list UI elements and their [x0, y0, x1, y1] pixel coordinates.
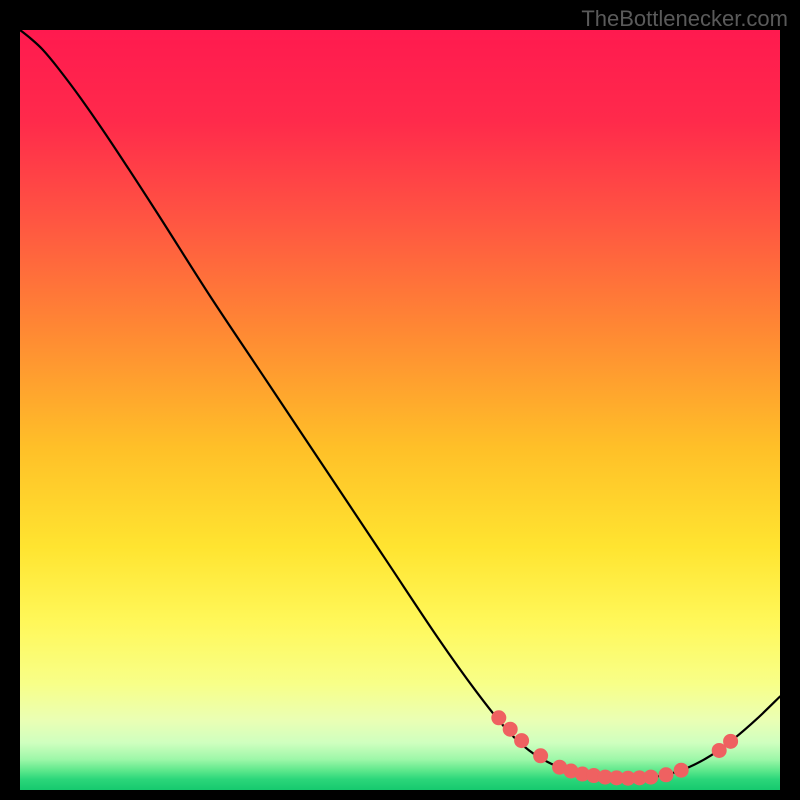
curve-marker [723, 734, 738, 749]
chart-stage: TheBottlenecker.com [0, 0, 800, 800]
chart-svg [0, 0, 800, 800]
curve-marker [533, 748, 548, 763]
curve-marker [491, 710, 506, 725]
curve-marker [659, 767, 674, 782]
curve-marker [674, 763, 689, 778]
plot-background [20, 30, 780, 790]
curve-marker [643, 770, 658, 785]
curve-marker [503, 722, 518, 737]
curve-marker [514, 733, 529, 748]
